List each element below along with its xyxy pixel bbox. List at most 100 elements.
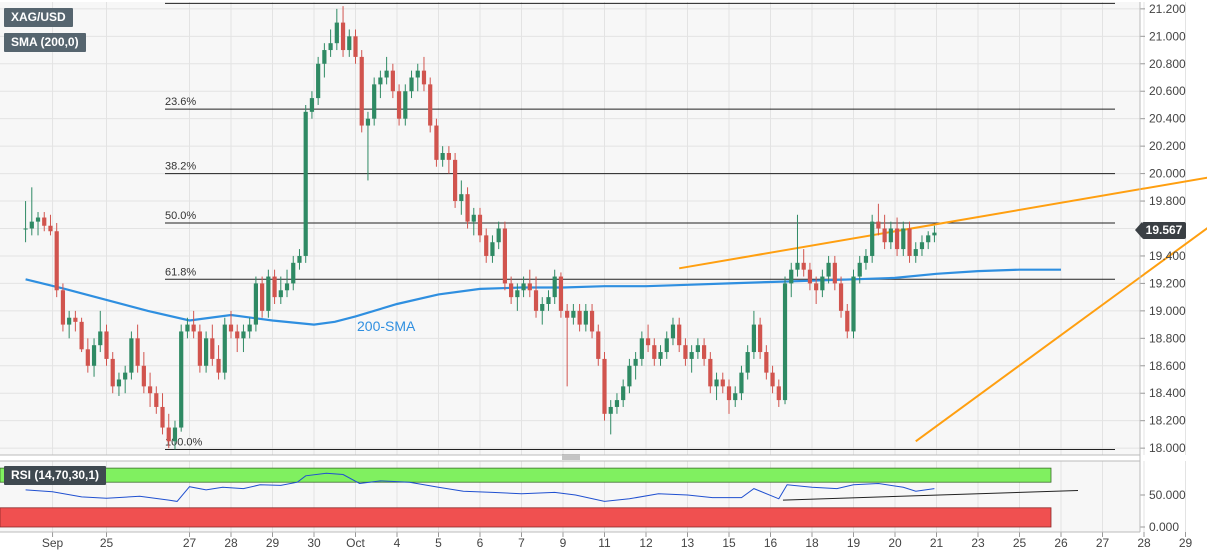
candle-body [577, 310, 582, 325]
candle-body [29, 221, 34, 229]
candle-body [540, 304, 545, 311]
candle-body [901, 228, 906, 250]
x-tick-label: 29 [1179, 536, 1193, 550]
candle-body [79, 321, 84, 350]
candle-body [546, 297, 551, 304]
candle-body [372, 84, 377, 119]
candle-body [334, 22, 339, 44]
x-tick-label: Sep [42, 536, 64, 550]
candle-body [365, 118, 371, 126]
y-tick-label: 20.600 [1149, 84, 1186, 98]
candle-body [714, 379, 719, 387]
candle-body [851, 276, 856, 332]
fibonacci-levels: 23.6%38.2%50.0%61.8%100.0% [165, 2, 1115, 451]
candle-body [882, 228, 887, 243]
symbol-tag[interactable]: XAG/USD [4, 8, 73, 27]
fib-level-label: 61.8% [165, 266, 196, 278]
candle-body [477, 214, 483, 236]
candle-body [633, 358, 638, 366]
candles [23, 6, 937, 450]
x-tick-label: 19 [847, 536, 861, 550]
candle-body [465, 194, 470, 222]
candle-body [216, 358, 221, 373]
candle-body [608, 406, 613, 414]
candle-body [689, 352, 694, 359]
candle-body [789, 269, 794, 284]
candle-body [814, 283, 819, 291]
candle-body [459, 194, 464, 202]
candle-body [284, 283, 290, 291]
candle-body [919, 242, 925, 250]
candle-body [110, 358, 115, 387]
x-tick-label: 20 [888, 536, 902, 550]
candle-body [888, 228, 893, 243]
rsi-line [25, 472, 935, 502]
candle-body [453, 159, 458, 202]
fib-level-label: 50.0% [165, 210, 196, 222]
x-tick-label: Oct [346, 536, 365, 550]
candle-body [832, 262, 837, 284]
candle-body [347, 36, 352, 51]
candle-body [85, 349, 90, 366]
candle-body [67, 317, 72, 325]
sma-legend-tag[interactable]: SMA (200,0) [4, 33, 86, 52]
candle-body [60, 290, 66, 325]
x-tick-label: 12 [639, 536, 653, 550]
candle-body [353, 36, 358, 57]
candle-body [135, 338, 140, 366]
candle-body [670, 324, 676, 339]
candle-body [23, 228, 28, 230]
candle-body [191, 324, 196, 332]
candle-body [527, 283, 532, 291]
candle-body [764, 352, 769, 373]
x-tick-label: 26 [1054, 536, 1068, 550]
y-tick-label: 21.200 [1149, 2, 1186, 16]
candle-body [907, 228, 912, 256]
y-tick-label: 20.200 [1149, 139, 1186, 153]
x-tick-label: 15 [722, 536, 736, 550]
fib-level-label: 38.2% [165, 161, 196, 173]
rsi-legend-tag[interactable]: RSI (14,70,30,1) [4, 466, 107, 485]
x-tick-label: 21 [930, 536, 944, 550]
candle-body [645, 338, 651, 346]
y-tick-label: 18.600 [1149, 359, 1186, 373]
candle-body [253, 283, 258, 325]
candle-body [490, 242, 495, 256]
candle-body [552, 276, 557, 298]
candle-body [751, 324, 756, 353]
candle-body [309, 98, 315, 112]
candle-body [863, 255, 869, 263]
candle-body [278, 290, 283, 298]
y-tick-label: 19.400 [1149, 249, 1186, 263]
candle-body [384, 70, 389, 78]
candle-body [870, 221, 875, 256]
candle-body [838, 283, 844, 311]
y-tick-label: 19.800 [1149, 194, 1186, 208]
candle-body [826, 262, 831, 277]
x-tick-label: 11 [598, 536, 611, 550]
candle-body [303, 111, 308, 256]
candle-body [123, 372, 128, 380]
candle-body [390, 70, 395, 92]
candle-body [664, 338, 669, 353]
y-tick-label: 20.000 [1149, 167, 1186, 181]
candle-body [627, 365, 632, 387]
x-tick-label: 5 [435, 536, 442, 550]
candle-body [807, 269, 813, 284]
candle-body [739, 372, 744, 394]
x-tick-label: 9 [560, 536, 567, 550]
candle-body [172, 427, 178, 442]
candle-body [291, 262, 296, 284]
candle-body [801, 262, 806, 270]
candle-body [639, 338, 644, 359]
candle-body [926, 235, 931, 243]
candle-body [73, 317, 78, 322]
y-tick-label: 18.400 [1149, 386, 1186, 400]
candle-body [297, 255, 302, 263]
candle-body [621, 386, 626, 401]
fib-level-label: 23.6% [165, 96, 196, 108]
candle-body [571, 310, 576, 318]
